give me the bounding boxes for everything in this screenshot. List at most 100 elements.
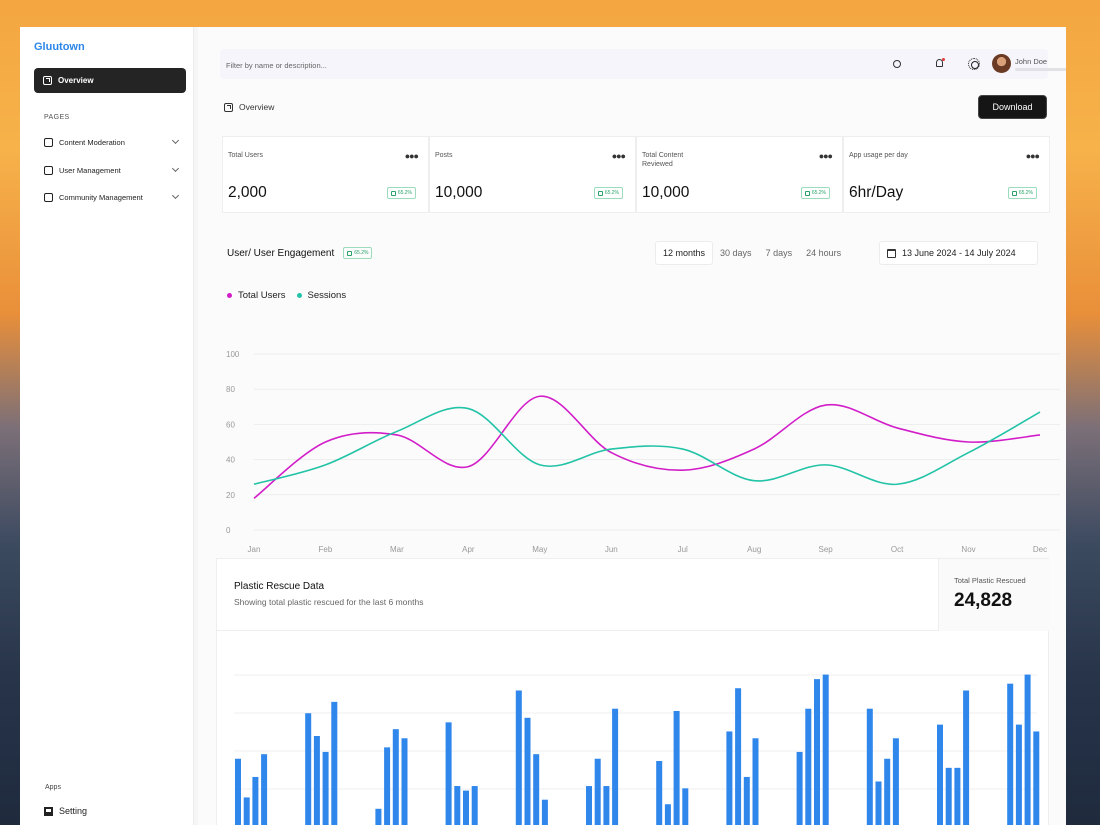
plastic-total-label: Total Plastic Rescued xyxy=(954,576,1026,585)
bar xyxy=(454,786,461,825)
bar xyxy=(375,808,382,825)
more-icon[interactable]: ●●● xyxy=(818,151,833,161)
legend-dot xyxy=(296,293,302,298)
bar xyxy=(235,758,241,825)
tab-7-days[interactable]: 7 days xyxy=(765,248,793,258)
search-input[interactable]: Filter by name or description... xyxy=(226,61,327,70)
more-icon[interactable]: ●●● xyxy=(611,151,626,161)
clipboard-icon xyxy=(44,192,53,202)
y-tick-label: 40 xyxy=(226,456,235,465)
badge-text: 65.2% xyxy=(604,190,619,196)
bar xyxy=(305,713,312,825)
stat-label: App usage per day xyxy=(849,152,908,159)
legend-dot xyxy=(227,293,232,298)
y-tick-label: 60 xyxy=(226,420,235,429)
bar xyxy=(1007,683,1014,825)
range-tabs: 12 months 30 days 7 days 24 hours xyxy=(655,241,848,265)
avatar[interactable] xyxy=(992,54,1011,73)
engagement-title: User/ User Engagement xyxy=(227,247,335,259)
trend-badge: 65.2% xyxy=(343,247,373,259)
badge-text: 65.2% xyxy=(1018,190,1033,196)
badge-text: 65.2% xyxy=(354,250,369,256)
legend-item-total-users[interactable]: Total Users xyxy=(227,290,286,301)
bar xyxy=(726,731,733,825)
trend-icon xyxy=(597,190,603,196)
x-tick-label: Jun xyxy=(605,545,618,554)
sidebar-item-setting[interactable]: Setting xyxy=(44,806,87,816)
bar xyxy=(471,786,478,825)
tab-24-hours[interactable]: 24 hours xyxy=(806,248,842,258)
date-range-text: 13 June 2024 - 14 July 2024 xyxy=(902,248,1016,258)
x-tick-label: Feb xyxy=(319,545,333,554)
user-name[interactable]: John Doe xyxy=(1015,57,1048,66)
more-icon[interactable]: ●●● xyxy=(404,151,419,161)
clipboard-icon xyxy=(44,165,53,175)
x-tick-label: Dec xyxy=(1033,545,1047,554)
chevron-down-icon xyxy=(171,136,180,145)
bar xyxy=(664,804,671,825)
stat-label: Total Content Reviewed xyxy=(642,152,684,168)
x-tick-label: Sep xyxy=(819,545,834,554)
plastic-subtitle: Showing total plastic rescued for the la… xyxy=(234,597,424,607)
trend-badge: 65.2% xyxy=(800,187,830,199)
sidebar-item-content-moderation[interactable]: Content Moderation xyxy=(44,134,180,150)
date-range-picker[interactable]: 13 June 2024 - 14 July 2024 xyxy=(879,241,1038,265)
engagement-line-chart: 0 20 40 60 80 100 Jan Feb Mar Apr May Jun Jul Aug Sep O… xyxy=(226,350,1060,554)
section-label: PAGES xyxy=(44,114,70,121)
sidebar-item-label: Community Management xyxy=(59,192,143,202)
bar xyxy=(682,788,689,825)
top-bar: Filter by name or description... John Do… xyxy=(220,49,1066,79)
sidebar: Gluutown Overview PAGES Content Moderati… xyxy=(20,27,194,825)
plastic-total-value: 24,828 xyxy=(954,590,1013,611)
bar xyxy=(261,754,268,825)
bar xyxy=(331,701,338,825)
download-button[interactable]: Download xyxy=(978,95,1047,119)
y-tick-label: 0 xyxy=(226,526,231,535)
bar xyxy=(656,761,663,825)
bar xyxy=(603,786,610,825)
plastic-bar-chart: JanFebMarAprMayJunJulAugSeptOctNovDec xyxy=(234,674,1040,825)
stat-value: 10,000 xyxy=(435,184,483,201)
sidebar-item-user-management[interactable]: User Management xyxy=(44,162,180,178)
chart-legend: Total Users Sessions xyxy=(227,290,357,301)
main-content: Filter by name or description... John Do… xyxy=(198,27,1066,825)
legend-item-sessions[interactable]: Sessions xyxy=(296,290,347,301)
legend-label: Sessions xyxy=(307,290,347,301)
stat-value: 6hr/Day xyxy=(849,184,904,201)
bar xyxy=(533,754,540,825)
plastic-title: Plastic Rescue Data xyxy=(234,581,325,592)
y-tick-label: 20 xyxy=(226,491,235,500)
chart-icon xyxy=(43,76,52,85)
user-subtitle-placeholder xyxy=(1015,68,1066,71)
sidebar-item-label: User Management xyxy=(59,165,121,175)
x-tick-label: Mar xyxy=(390,545,404,554)
sidebar-item-community-management[interactable]: Community Management xyxy=(44,189,180,205)
apps-label: Apps xyxy=(45,784,61,791)
stat-card-app-usage: App usage per day ●●● 6hr/Day 65.2% xyxy=(843,136,1050,213)
x-tick-label: Nov xyxy=(961,545,975,554)
bar xyxy=(401,738,408,825)
bell-icon[interactable] xyxy=(936,58,945,67)
bar xyxy=(445,722,452,825)
tab-30-days[interactable]: 30 days xyxy=(720,248,752,258)
stat-card-posts: Posts ●●● 10,000 65.2% xyxy=(429,136,636,213)
stat-label: Posts xyxy=(435,152,453,159)
x-tick-label: Jul xyxy=(678,545,688,554)
y-tick-label: 100 xyxy=(226,350,240,359)
plastic-card-header: Plastic Rescue Data Showing total plasti… xyxy=(217,559,1050,631)
bar xyxy=(1024,674,1031,825)
bar xyxy=(892,738,899,825)
sidebar-item-overview[interactable]: Overview xyxy=(34,68,186,93)
search-icon[interactable] xyxy=(893,60,901,68)
trend-icon xyxy=(1011,190,1017,196)
bar xyxy=(963,690,970,825)
theme-toggle-icon[interactable] xyxy=(968,58,980,70)
chevron-down-icon xyxy=(171,191,180,200)
bar xyxy=(752,738,759,825)
brand-logo[interactable]: Gluutown xyxy=(34,41,85,53)
badge-text: 65.2% xyxy=(397,190,412,196)
tab-12-months[interactable]: 12 months xyxy=(655,241,714,265)
stat-card-total-users: Total Users ●●● 2,000 65.2% xyxy=(222,136,429,213)
more-icon[interactable]: ●●● xyxy=(1025,151,1040,161)
stat-value: 10,000 xyxy=(642,184,690,201)
